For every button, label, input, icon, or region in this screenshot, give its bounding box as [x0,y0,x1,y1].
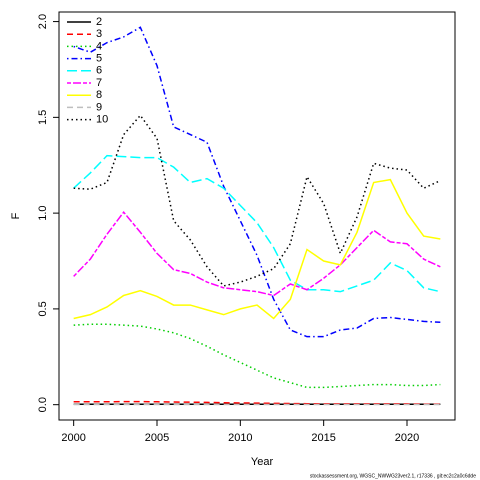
legend-label: 3 [96,28,102,40]
series-line [73,210,441,297]
y-tick-label: 2.0 [37,14,49,29]
footer: stockassessment.org, WGSC_NWWG23ver2.1, … [310,473,476,479]
x-tick-label: 2010 [228,432,252,444]
legend-label: 4 [96,40,102,52]
legend-label: 10 [96,114,108,126]
legend-label: 7 [96,77,102,89]
x-tick-label: 2000 [61,432,85,444]
series-line [73,178,441,320]
x-tick-label: 2005 [145,432,169,444]
y-tick-label: 1.5 [37,110,49,125]
series-line [73,323,441,389]
x-axis-label: Year [251,456,274,468]
y-tick-label: 0.0 [37,397,49,412]
legend-label: 8 [96,89,102,101]
y-tick-label: 1.0 [37,205,49,220]
series-line [73,154,441,293]
plot-box [58,11,456,421]
y-axis-label: F [10,212,22,219]
legend-label: 2 [96,16,102,28]
x-tick-label: 2015 [311,432,335,444]
legend-label: 5 [96,53,102,65]
y-tick-label: 0.5 [37,301,49,316]
x-tick-label: 2020 [395,432,419,444]
series-line [73,26,441,338]
legend-label: 9 [96,101,102,113]
series-line [73,114,441,287]
legend-label: 6 [96,65,102,77]
